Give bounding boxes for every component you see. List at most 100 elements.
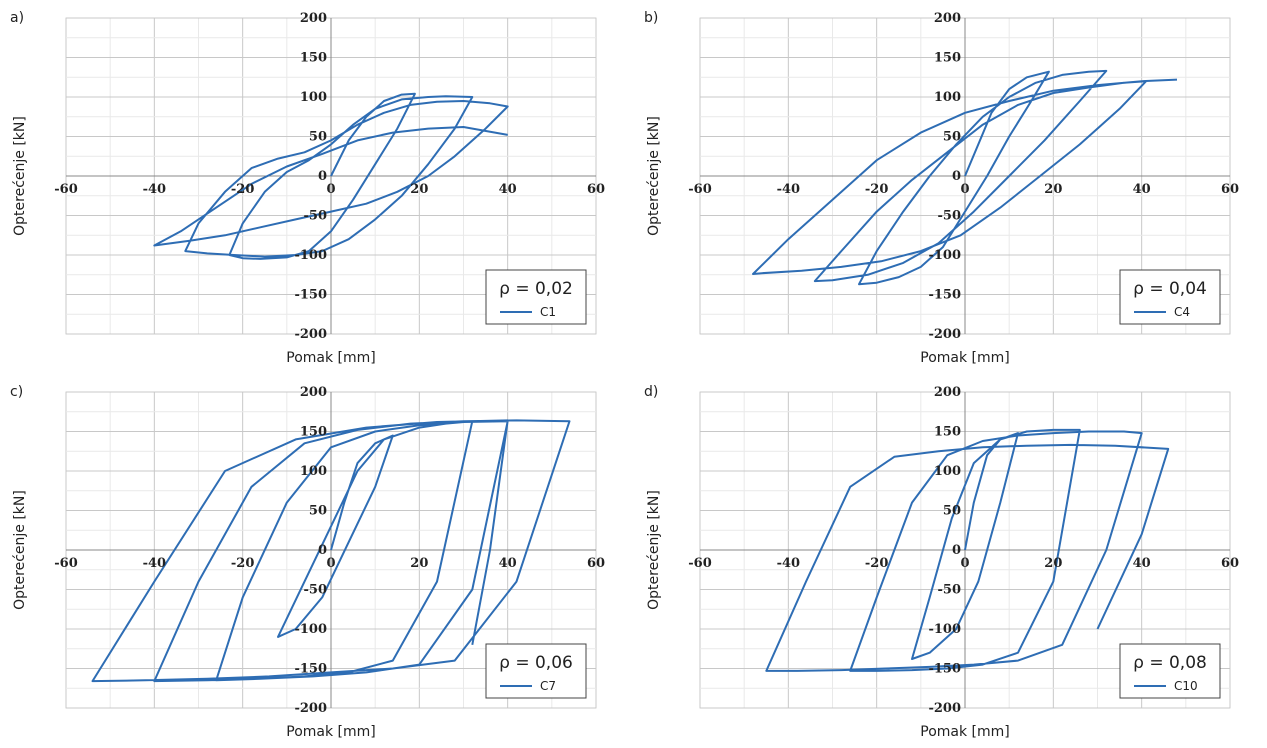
legend-title: ρ = 0,04 xyxy=(1133,279,1207,299)
chart-panel-c: -60 -40 -20 0 20 40 60 -200 -150 -100 -50 0 50 100 150… xyxy=(0,374,634,748)
x-tick-label: -20 xyxy=(231,182,255,197)
x-tick-label: -20 xyxy=(231,556,255,571)
y-tick-label: -200 xyxy=(294,327,327,342)
panel-label: a) xyxy=(10,10,24,26)
x-tick-label: 20 xyxy=(410,556,428,571)
series-line-c10 xyxy=(765,428,1170,672)
y-tick-label: 200 xyxy=(934,11,961,26)
x-tick-label: -40 xyxy=(777,182,801,197)
y-tick-label: 150 xyxy=(934,51,961,66)
y-tick-label: 0 xyxy=(318,543,327,558)
x-tick-label: 40 xyxy=(499,556,517,571)
x-tick-label: -20 xyxy=(865,182,889,197)
y-tick-label: -150 xyxy=(928,662,961,677)
y-tick-label: -50 xyxy=(938,583,962,598)
panel-label: c) xyxy=(10,384,23,400)
legend-box xyxy=(1119,643,1221,699)
y-tick-label: 100 xyxy=(300,90,327,105)
y-tick-label: -100 xyxy=(928,622,961,637)
y-tick-label: 50 xyxy=(309,504,327,519)
x-tick-label: 20 xyxy=(410,182,428,197)
x-axis-title: Pomak [mm] xyxy=(920,350,1009,366)
x-tick-label: 20 xyxy=(1044,556,1062,571)
chart-panel-a: -60 -40 -20 0 20 40 60 -200 -150 -100 -50 0 50 100 150… xyxy=(0,0,634,374)
y-tick-label: -50 xyxy=(938,209,962,224)
y-tick-label: -200 xyxy=(294,701,327,716)
x-tick-label: -60 xyxy=(54,556,78,571)
chart-svg-b: -60 -40 -20 0 20 40 60-200-150-100-50050100150… xyxy=(644,10,1239,366)
y-tick-label: 0 xyxy=(318,169,327,184)
y-tick-label: -100 xyxy=(294,622,327,637)
legend-title: ρ = 0,06 xyxy=(499,653,573,673)
y-tick-label: -200 xyxy=(928,701,961,716)
x-tick-label: -60 xyxy=(54,182,78,197)
x-tick-label: 0 xyxy=(326,182,335,197)
y-tick-label: 200 xyxy=(934,385,961,400)
legend-series-name: C4 xyxy=(1174,305,1190,319)
x-axis-title: Pomak [mm] xyxy=(286,350,375,366)
x-tick-label: 60 xyxy=(587,556,605,571)
y-tick-label: 0 xyxy=(952,543,961,558)
y-tick-label: 100 xyxy=(934,464,961,479)
x-tick-label: -40 xyxy=(143,182,167,197)
panel-label: b) xyxy=(644,10,658,26)
y-tick-label: -200 xyxy=(928,327,961,342)
x-tick-label: 60 xyxy=(1221,556,1239,571)
y-tick-label: 100 xyxy=(300,464,327,479)
x-tick-label: 20 xyxy=(1044,182,1062,197)
y-tick-label: 150 xyxy=(934,425,961,440)
x-tick-label: -40 xyxy=(143,556,167,571)
x-tick-label: 40 xyxy=(499,182,517,197)
legend-title: ρ = 0,02 xyxy=(499,279,573,299)
legend-title: ρ = 0,08 xyxy=(1133,653,1207,673)
y-tick-label: -100 xyxy=(928,248,961,263)
y-axis-title: Opterećenje [kN] xyxy=(646,490,662,610)
x-tick-label: -60 xyxy=(688,556,712,571)
y-axis-title: Opterećenje [kN] xyxy=(12,490,28,610)
y-axis-title: Opterećenje [kN] xyxy=(646,116,662,236)
series-line-c4 xyxy=(752,69,1178,286)
y-tick-label: 150 xyxy=(300,51,327,66)
series-line-c1 xyxy=(153,92,509,260)
x-tick-label: 40 xyxy=(1133,556,1151,571)
y-tick-label: 50 xyxy=(943,130,961,145)
y-axis-title: Opterećenje [kN] xyxy=(12,116,28,236)
y-tick-label: -150 xyxy=(294,662,327,677)
y-tick-label: 200 xyxy=(300,385,327,400)
legend-series-name: C1 xyxy=(540,305,556,319)
panel-label: d) xyxy=(644,384,658,400)
x-tick-label: 0 xyxy=(960,556,969,571)
x-tick-label: 0 xyxy=(326,556,335,571)
y-tick-label: -150 xyxy=(294,288,327,303)
x-tick-label: 0 xyxy=(960,182,969,197)
y-tick-label: 50 xyxy=(943,504,961,519)
x-tick-label: -20 xyxy=(865,556,889,571)
y-tick-label: 100 xyxy=(934,90,961,105)
x-tick-label: -60 xyxy=(688,182,712,197)
y-tick-label: -100 xyxy=(294,248,327,263)
y-tick-label: -50 xyxy=(304,209,328,224)
y-tick-label: 200 xyxy=(300,11,327,26)
y-tick-label: 0 xyxy=(952,169,961,184)
x-axis-title: Pomak [mm] xyxy=(286,724,375,740)
x-tick-label: 60 xyxy=(1221,182,1239,197)
y-tick-label: 50 xyxy=(309,130,327,145)
y-tick-label: -150 xyxy=(928,288,961,303)
chart-svg-d: -60 -40 -20 0 20 40 60-200-150-100-50050100150… xyxy=(644,384,1239,740)
x-axis-title: Pomak [mm] xyxy=(920,724,1009,740)
series-line-c7 xyxy=(91,419,571,683)
legend-box xyxy=(485,269,587,325)
y-tick-label: -50 xyxy=(304,583,328,598)
chart-svg-c: -60 -40 -20 0 20 40 60-200-150-100-50050100150… xyxy=(10,384,605,740)
chart-panel-b: -60 -40 -20 0 20 40 60 -200 -150 -100 -50 0 50 100 150… xyxy=(634,0,1267,374)
y-tick-label: 150 xyxy=(300,425,327,440)
chart-panel-d: -60 -40 -20 0 20 40 60 -200 -150 -100 -50 0 50 100 150… xyxy=(634,374,1267,748)
x-tick-label: 40 xyxy=(1133,182,1151,197)
x-tick-label: -40 xyxy=(777,556,801,571)
legend-box xyxy=(485,643,587,699)
legend-box xyxy=(1119,269,1221,325)
x-tick-label: 60 xyxy=(587,182,605,197)
legend-series-name: C7 xyxy=(540,679,556,693)
legend-series-name: C10 xyxy=(1174,679,1198,693)
chart-svg-a: -60 -40 -20 0 20 40 60-200-150-100-50050100150… xyxy=(10,10,605,366)
